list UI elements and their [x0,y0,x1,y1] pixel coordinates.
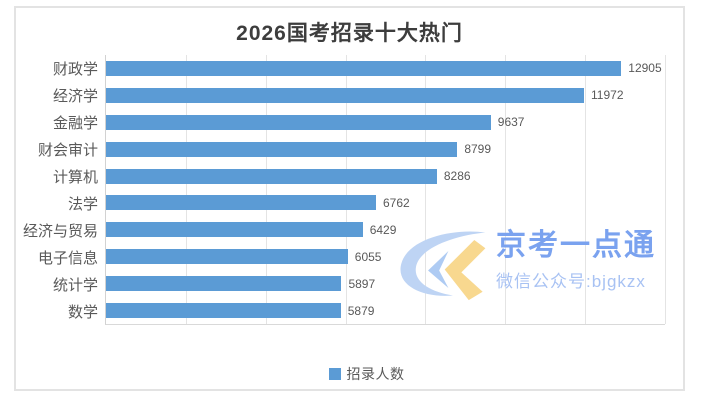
bar-rows: 12905 11972 9637 8799 8286 6762 6429 6055 5897 58… [106,55,665,324]
bar[interactable] [106,276,342,292]
category-label: 法学 [67,196,98,213]
bar-row: 8286 [106,163,665,190]
bar[interactable] [106,168,437,184]
bar-value-label: 6055 [354,249,382,264]
category-label: 统计学 [52,277,98,294]
bar-value-label: 8799 [464,142,492,157]
bar-value-label: 8286 [443,169,471,184]
gridline [425,55,427,324]
legend-label: 招录人数 [346,366,405,382]
bar-row: 8799 [106,136,665,163]
category-label: 数学 [67,304,98,321]
bar-row: 12905 [106,55,665,82]
bar-row: 6429 [106,216,665,243]
legend[interactable]: 招录人数 [16,364,683,384]
category-label: 计算机 [52,169,98,186]
bar-value-label: 9637 [497,115,525,130]
bar-row: 9637 [106,109,665,136]
bar[interactable] [106,222,363,238]
category-label: 财政学 [52,61,98,78]
bar-value-label: 12905 [628,61,662,76]
category-label: 金融学 [52,115,98,132]
bar-value-label: 5897 [348,276,376,291]
bar-row: 5879 [106,297,665,324]
chart-frame[interactable]: 2026国考招录十大热门 财政学经济学金融学财会审计计算机法学经济与贸易电子信息… [14,6,685,391]
gridline [665,55,666,324]
category-label: 经济与贸易 [22,223,98,240]
bar-row: 5897 [106,270,665,297]
bar[interactable] [106,87,585,103]
bar[interactable] [106,141,458,157]
plot-zone: 12905 11972 9637 8799 8286 6762 6429 6055 5897 58… [105,55,666,325]
plot-area: 财政学经济学金融学财会审计计算机法学经济与贸易电子信息统计学数学 12905 11… [16,55,683,325]
gridline [585,55,587,324]
category-label: 财会审计 [37,142,98,159]
category-label: 经济学 [52,88,98,105]
bar[interactable] [106,60,622,76]
bar-value-label: 6762 [382,195,410,210]
category-label: 电子信息 [37,250,98,267]
bar-value-label: 11972 [591,88,624,103]
gridline [185,55,187,324]
legend-marker-icon [328,368,341,380]
bar[interactable] [106,249,348,265]
bar[interactable] [106,114,491,130]
bar-row: 11972 [106,82,665,109]
chart-title: 2026国考招录十大热门 [236,22,463,45]
bar-value-label: 6429 [369,222,397,237]
bar-row: 6055 [106,243,665,270]
category-labels: 财政学经济学金融学财会审计计算机法学经济与贸易电子信息统计学数学 [16,55,105,325]
gridline [265,55,267,324]
gridline [345,55,347,324]
bar[interactable] [106,195,376,211]
gridlines [106,55,666,324]
gridline [505,55,507,324]
bar-row: 6762 [106,190,665,217]
bar[interactable] [106,303,341,319]
bar-value-label: 5879 [347,303,375,318]
